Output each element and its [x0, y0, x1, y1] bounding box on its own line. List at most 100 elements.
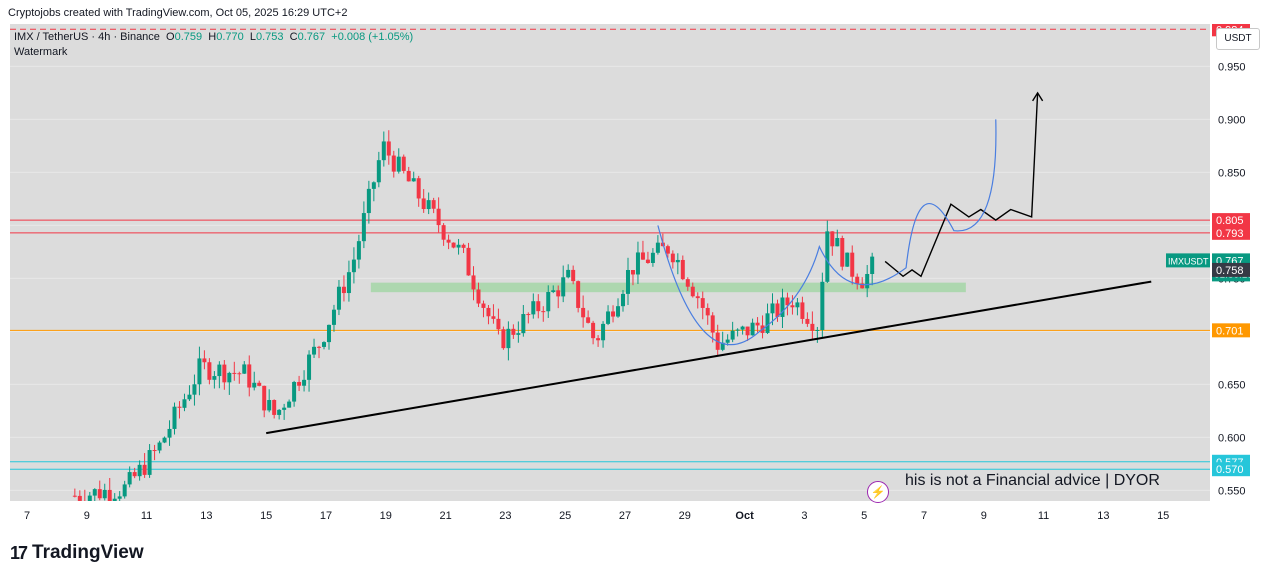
- candle-body: [142, 464, 147, 475]
- time-tick-label: 15: [260, 510, 272, 522]
- candle-body: [496, 318, 501, 330]
- candle-body: [172, 406, 177, 429]
- time-tick-label: 3: [801, 510, 807, 522]
- candle-body: [770, 303, 775, 314]
- legend-change: +0.008 (+1.05%): [331, 31, 414, 43]
- candle-body: [132, 472, 137, 477]
- candle-body: [262, 385, 267, 411]
- candle-body: [77, 495, 82, 501]
- candle-body: [212, 376, 217, 380]
- candle-body: [471, 275, 476, 290]
- candle-body: [795, 302, 800, 308]
- candle-body: [865, 273, 870, 289]
- tradingview-logo[interactable]: 17 TradingView: [10, 542, 144, 564]
- trend-line: [266, 280, 1152, 435]
- candle-body: [117, 496, 122, 499]
- candle-body: [635, 252, 640, 275]
- candlestick-chart[interactable]: IMXUSDT: [10, 24, 1210, 501]
- candle-body: [536, 301, 541, 312]
- candle-body: [775, 303, 780, 317]
- watermark-label: Watermark: [14, 46, 68, 58]
- candle-body: [222, 364, 227, 383]
- price-label: [1212, 262, 1250, 277]
- candle-body: [456, 244, 461, 248]
- candle-body: [197, 358, 202, 385]
- candle-body: [845, 252, 850, 267]
- candle-body: [755, 322, 760, 326]
- candle-body: [322, 342, 327, 347]
- time-tick-label: 11: [141, 510, 152, 522]
- pattern-curve: [657, 119, 997, 346]
- candle-body: [371, 182, 376, 189]
- candle-body: [267, 400, 272, 411]
- candle-body: [426, 200, 431, 210]
- candle-body: [386, 141, 391, 156]
- candle-body: [307, 354, 312, 380]
- candle-body: [237, 373, 242, 375]
- candle-body: [740, 326, 745, 330]
- candle-body: [546, 292, 551, 312]
- candle-body: [825, 231, 830, 282]
- candle-body: [611, 311, 616, 317]
- candle-body: [556, 290, 561, 297]
- candle-body: [710, 315, 715, 333]
- candle-body: [581, 307, 586, 318]
- candle-body: [621, 293, 626, 307]
- candle-body: [351, 259, 356, 273]
- candle-body: [870, 256, 875, 274]
- legend-high: 0.770: [216, 31, 244, 43]
- candle-body: [366, 188, 371, 214]
- time-tick-label: 7: [921, 510, 927, 522]
- chart-plot-area[interactable]: IMXUSDT: [10, 24, 1210, 501]
- legend-close: 0.767: [297, 31, 326, 43]
- candle-body: [655, 242, 660, 253]
- tradingview-brand: TradingView: [32, 542, 144, 563]
- candle-body: [157, 442, 162, 451]
- candle-body: [247, 364, 252, 388]
- candle-body: [466, 247, 471, 276]
- candle-body: [805, 318, 810, 324]
- candle-body: [217, 364, 222, 377]
- candle-body: [137, 464, 142, 477]
- lightning-icon[interactable]: ⚡: [867, 481, 889, 503]
- time-tick-label: 19: [380, 510, 392, 522]
- candle-body: [665, 246, 670, 254]
- candle-body: [800, 302, 805, 319]
- candle-body: [162, 437, 167, 443]
- candle-body: [406, 170, 411, 182]
- candle-body: [576, 281, 581, 308]
- time-tick-label: 13: [1097, 510, 1109, 522]
- candle-body: [521, 314, 526, 334]
- candle-body: [376, 160, 381, 183]
- currency-button[interactable]: USDT: [1216, 28, 1260, 50]
- candle-body: [446, 239, 451, 243]
- price-label: [1212, 213, 1250, 228]
- candle-body: [356, 241, 361, 260]
- candle-body: [87, 495, 92, 501]
- candle-body: [850, 252, 855, 277]
- candle-body: [381, 141, 386, 161]
- candle-body: [815, 330, 820, 332]
- candle-body: [745, 326, 750, 336]
- price-label-text: 0.758: [1216, 265, 1244, 277]
- projection-arrowhead: [1032, 91, 1044, 102]
- candle-body: [302, 379, 307, 386]
- candle-body: [192, 384, 197, 395]
- candle-body: [476, 289, 481, 304]
- candle-body: [700, 298, 705, 308]
- candle-body: [182, 399, 187, 408]
- price-label: [1212, 323, 1250, 338]
- symbol-legend[interactable]: IMX / TetherUS · 4h · Binance O0.759 H0.…: [14, 31, 413, 43]
- candle-body: [431, 200, 436, 209]
- candle-body: [780, 297, 785, 317]
- time-axis[interactable]: 7 9 11 13 15 17 19 21 23 25 27 29 Oct 3 5 7 9 11 13 15: [10, 501, 1210, 527]
- candle-body: [436, 208, 441, 226]
- projection-path: [884, 92, 1039, 278]
- legend-o-label: O: [166, 31, 175, 43]
- candle-body: [606, 311, 611, 324]
- time-tick-label: 17: [320, 510, 332, 522]
- candle-body: [650, 252, 655, 263]
- candle-body: [272, 400, 277, 415]
- candle-body: [685, 279, 690, 287]
- price-axis[interactable]: 0.5500.6000.6500.7000.7500.8000.8500.900…: [1210, 22, 1270, 501]
